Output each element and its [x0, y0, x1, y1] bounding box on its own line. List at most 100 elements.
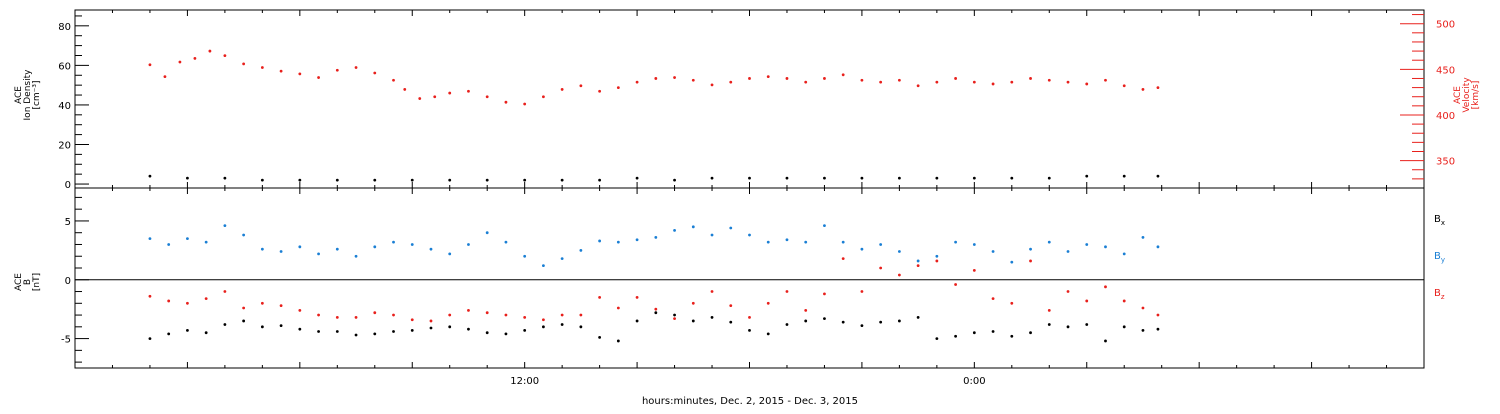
by-point	[673, 228, 676, 232]
by-point	[654, 236, 658, 239]
top-left-point	[673, 178, 676, 182]
legend-bx: Bx	[1434, 214, 1445, 227]
top-right-point	[403, 88, 407, 91]
top-right-point	[279, 69, 283, 73]
top-right-point	[1141, 88, 1145, 91]
bz-point	[673, 317, 676, 320]
top-right-point	[504, 100, 508, 104]
by-point	[504, 240, 508, 244]
bx-point	[373, 332, 377, 336]
by-point	[485, 231, 489, 235]
by-point	[841, 240, 845, 244]
bz-point	[373, 311, 377, 315]
top-left-point	[410, 178, 414, 182]
by-point	[317, 252, 320, 256]
bx-point	[429, 326, 433, 330]
bx-point	[167, 332, 171, 336]
bz-point	[410, 318, 414, 322]
top-right-point	[542, 95, 545, 99]
bz-point	[879, 266, 883, 270]
bx-point	[542, 325, 545, 329]
top-right-point	[635, 80, 639, 84]
top-left-point	[748, 176, 751, 180]
by-point	[204, 240, 208, 244]
top-left-point	[972, 176, 976, 180]
top-right-point	[560, 88, 564, 91]
by-point	[710, 233, 714, 237]
bx-point	[1104, 339, 1107, 343]
bx-point	[560, 323, 564, 326]
by-point	[785, 238, 789, 242]
by-point	[897, 250, 901, 253]
top-right-point	[691, 78, 695, 82]
y-tick-label-bottom: -5	[61, 335, 71, 346]
y-tick-label-right: 500	[1436, 20, 1455, 31]
top-right-point	[841, 73, 845, 77]
bx-point	[504, 332, 508, 336]
by-point	[560, 257, 564, 260]
legend-by-main: B	[1434, 251, 1441, 262]
bx-point	[1141, 328, 1145, 332]
bz-point	[954, 283, 957, 286]
by-point	[1047, 240, 1051, 244]
top-panel-frame	[74, 9, 1425, 189]
bx-point	[916, 316, 920, 319]
bx-point	[1029, 331, 1032, 335]
bz-point	[1085, 299, 1089, 303]
y-tick-label-right: 450	[1436, 65, 1455, 76]
by-point	[392, 240, 395, 244]
top-left-point	[373, 178, 377, 182]
bz-point	[897, 273, 901, 277]
bx-point	[1066, 325, 1070, 329]
bz-point	[654, 307, 658, 311]
by-point	[1010, 260, 1014, 264]
top-left-point	[448, 178, 452, 182]
top-right-point	[448, 91, 452, 95]
top-right-point	[260, 66, 264, 69]
legend-bx-main: B	[1434, 214, 1441, 225]
top-right-point	[823, 77, 826, 80]
bz-point	[485, 311, 489, 315]
bfield-axis-label: [nT]	[32, 273, 42, 291]
bx-point	[579, 325, 583, 329]
top-right-point	[1010, 80, 1014, 84]
top-right-point	[373, 71, 377, 75]
bz-point	[972, 268, 976, 272]
bx-point	[523, 328, 527, 332]
top-left-point	[598, 178, 602, 182]
bx-point	[935, 337, 939, 340]
top-right-point	[467, 89, 470, 93]
top-right-point	[433, 95, 437, 99]
top-right-point	[485, 95, 489, 99]
bx-point	[279, 324, 283, 328]
top-right-point	[392, 78, 395, 82]
data-points	[148, 49, 1160, 343]
by-point	[148, 237, 152, 240]
top-right-point	[954, 77, 957, 80]
bz-point	[579, 313, 583, 317]
top-left-point	[485, 178, 489, 182]
by-point	[1141, 236, 1145, 239]
top-right-point	[1066, 80, 1070, 84]
y-tick-label-left: 20	[58, 140, 71, 151]
x-tick-label: 12:00	[510, 376, 539, 387]
top-left-point	[1047, 176, 1051, 180]
bx-point	[635, 319, 639, 323]
bx-point	[972, 331, 976, 335]
y-tick-label-left: 60	[58, 61, 71, 72]
x-axis-label: hours:minutes, Dec. 2, 2015 - Dec. 3, 20…	[642, 396, 858, 407]
by-point	[991, 250, 995, 253]
by-point	[542, 264, 545, 268]
by-point	[335, 247, 339, 251]
top-right-point	[223, 54, 227, 58]
y-tick-label-bottom: 5	[65, 217, 71, 228]
top-right-point	[748, 77, 751, 80]
by-point	[766, 240, 770, 244]
by-point	[186, 237, 189, 240]
bx-point	[897, 319, 901, 323]
bz-point	[1141, 306, 1145, 310]
bfield-axis-label: B	[23, 279, 33, 285]
density-axis-label: ACE	[14, 86, 24, 104]
